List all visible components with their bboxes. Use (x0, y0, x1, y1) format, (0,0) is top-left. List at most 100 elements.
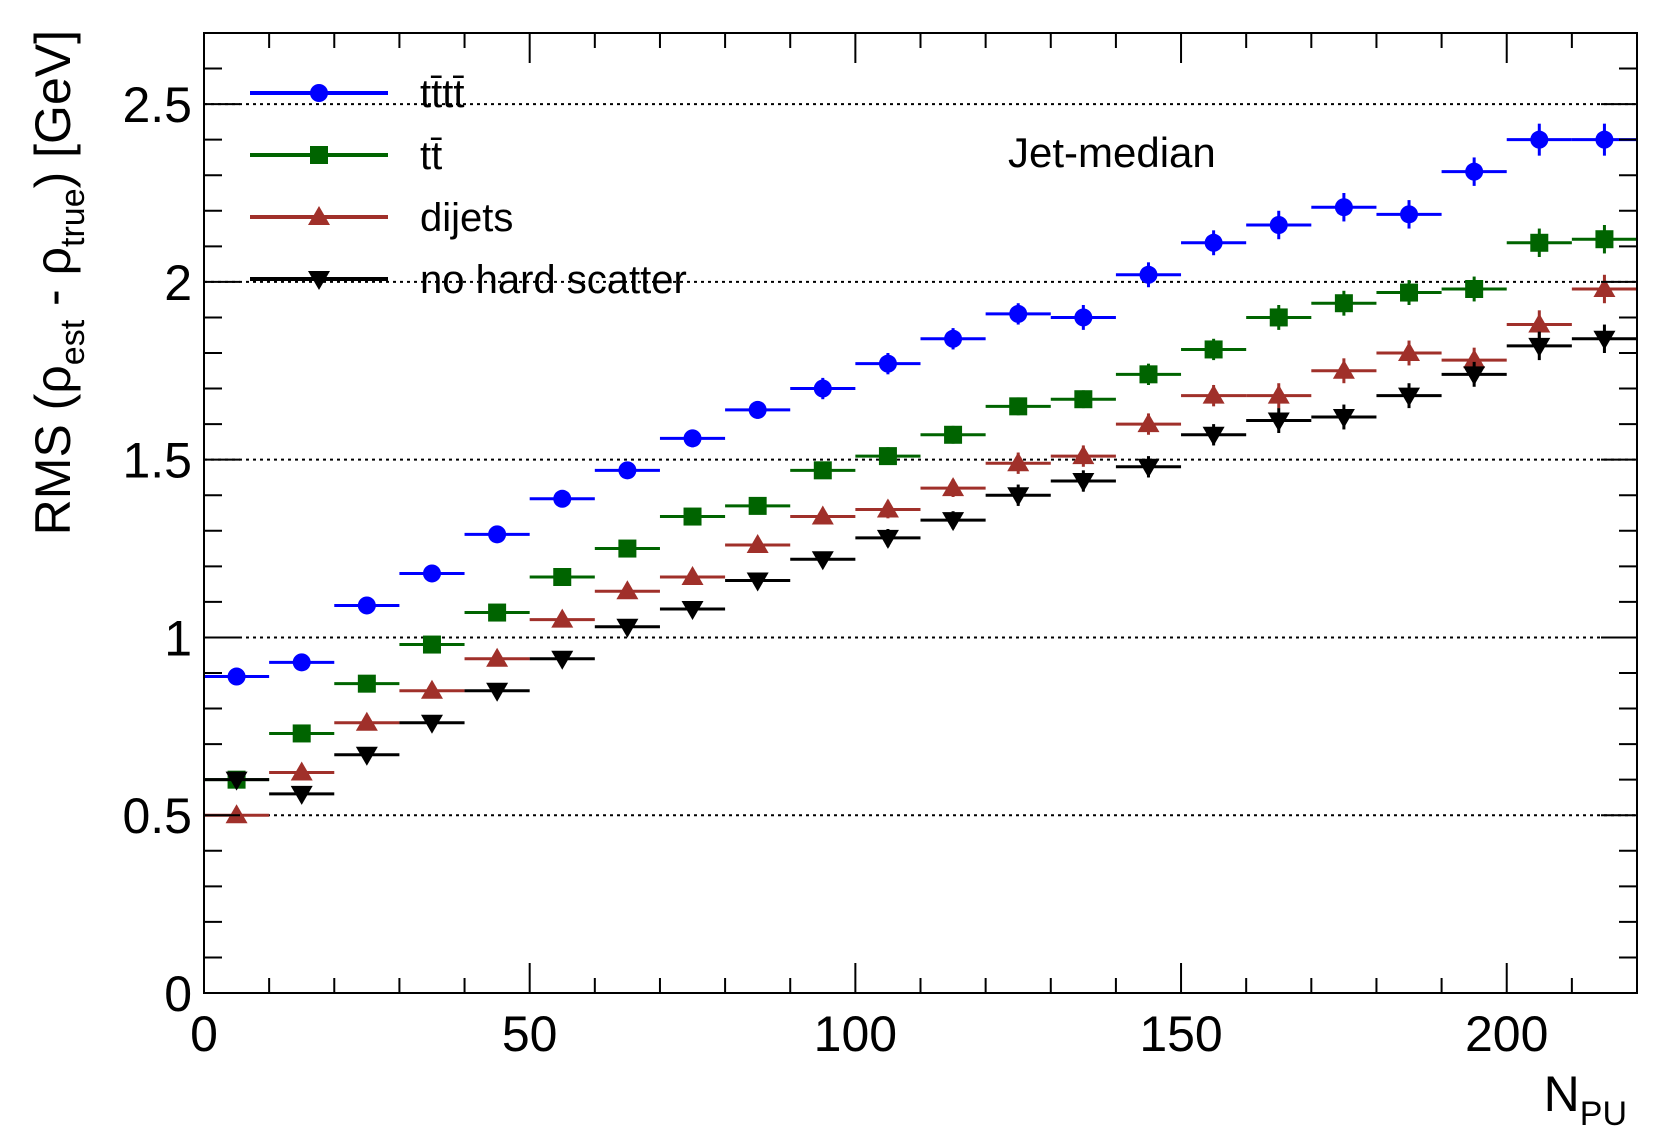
data-point (486, 682, 509, 702)
data-point (488, 525, 507, 544)
legend-label: dijets (420, 196, 513, 240)
data-point (1137, 413, 1160, 433)
data-point (1530, 130, 1549, 149)
data-point (355, 746, 378, 766)
data-point (1465, 280, 1484, 298)
tick-labels: 0 50 100 150 200 0 0.5 1 1.5 2 2.5 (122, 77, 1548, 1062)
data-point (1334, 294, 1353, 313)
y-tick-label: 2 (164, 255, 192, 311)
x-axis-title-sub: PU (1580, 1095, 1627, 1133)
data-point (553, 489, 572, 508)
data-point (225, 771, 248, 791)
data-point (1072, 473, 1095, 492)
data-point (811, 505, 834, 525)
data-point (1202, 384, 1225, 404)
data-point (618, 539, 637, 558)
y-axis-title-sub-est: est (54, 319, 92, 365)
data-series (204, 123, 1637, 824)
data-point (1528, 313, 1551, 333)
legend-label: tt̄tt̄ (420, 72, 464, 116)
legend-label: no hard scatter (420, 258, 687, 302)
data-point (1528, 337, 1551, 357)
data-point (225, 804, 248, 824)
y-tick-label: 1 (164, 610, 192, 666)
data-point (551, 650, 574, 670)
legend-marker (308, 271, 330, 290)
y-tick-label: 2.5 (122, 77, 192, 133)
y-tick-label: 1.5 (122, 433, 192, 489)
data-point (1204, 340, 1223, 359)
y-axis-title: RMS (ρest - ρtrue) [GeV] (25, 30, 92, 535)
data-point (1202, 426, 1225, 446)
data-point (357, 596, 376, 615)
data-point (813, 461, 832, 480)
data-point (1465, 162, 1484, 181)
data-point (681, 566, 704, 585)
x-tick-label: 50 (502, 1006, 558, 1062)
data-point (1137, 458, 1160, 478)
y-tick-label: 0 (164, 966, 192, 1022)
data-point (944, 329, 963, 348)
data-point (1267, 412, 1290, 432)
data-point (422, 635, 441, 654)
x-tick-label: 0 (190, 1006, 218, 1062)
axis-ticks (203, 32, 1638, 994)
data-point (420, 679, 443, 699)
data-point (683, 507, 702, 526)
data-point (292, 724, 311, 743)
data-point (876, 498, 899, 518)
data-point (357, 674, 376, 693)
algorithm-annotation: Jet-median (1008, 129, 1216, 176)
series-0 (204, 123, 1637, 686)
y-axis-title-prefix: RMS (ρ (25, 365, 81, 535)
data-point (1139, 265, 1158, 284)
series-2 (204, 274, 1637, 824)
data-point (1072, 445, 1095, 465)
data-point (942, 477, 965, 497)
data-point (748, 496, 767, 515)
x-tick-label: 100 (814, 1006, 897, 1062)
data-point (1009, 304, 1028, 323)
data-point (878, 447, 897, 466)
data-point (1139, 365, 1158, 384)
x-tick-label: 150 (1139, 1006, 1222, 1062)
data-point (1074, 390, 1093, 409)
data-point (1332, 409, 1355, 428)
data-point (944, 425, 963, 444)
data-point (1074, 308, 1093, 327)
data-point (553, 568, 572, 586)
x-axis-title-main: N (1544, 1066, 1580, 1122)
legend-label: tt̄ (420, 134, 442, 178)
data-point (618, 461, 637, 480)
data-point (748, 400, 767, 419)
x-tick-label: 200 (1465, 1006, 1548, 1062)
data-point (616, 580, 639, 600)
data-point (746, 534, 769, 553)
y-axis-title-mid: - ρ (25, 247, 81, 320)
data-point (1593, 278, 1616, 297)
data-point (1007, 452, 1030, 472)
x-axis-title: NPU (1544, 1066, 1627, 1133)
y-axis-title-suffix: ) [GeV] (25, 30, 81, 188)
data-point (1269, 308, 1288, 327)
data-point (1400, 283, 1419, 302)
y-tick-label: 0.5 (122, 788, 192, 844)
data-point (1334, 198, 1353, 217)
data-point (1007, 487, 1030, 507)
legend-marker (308, 206, 330, 225)
data-point (1398, 342, 1421, 361)
data-point (488, 603, 507, 622)
data-point (681, 601, 704, 620)
data-point (1398, 387, 1421, 407)
data-point (551, 608, 574, 628)
data-point (1400, 205, 1419, 224)
data-point (1593, 330, 1616, 350)
data-point (878, 354, 897, 373)
data-point (420, 714, 443, 734)
data-point (1267, 384, 1290, 404)
data-point (290, 761, 313, 781)
data-point (616, 618, 639, 638)
